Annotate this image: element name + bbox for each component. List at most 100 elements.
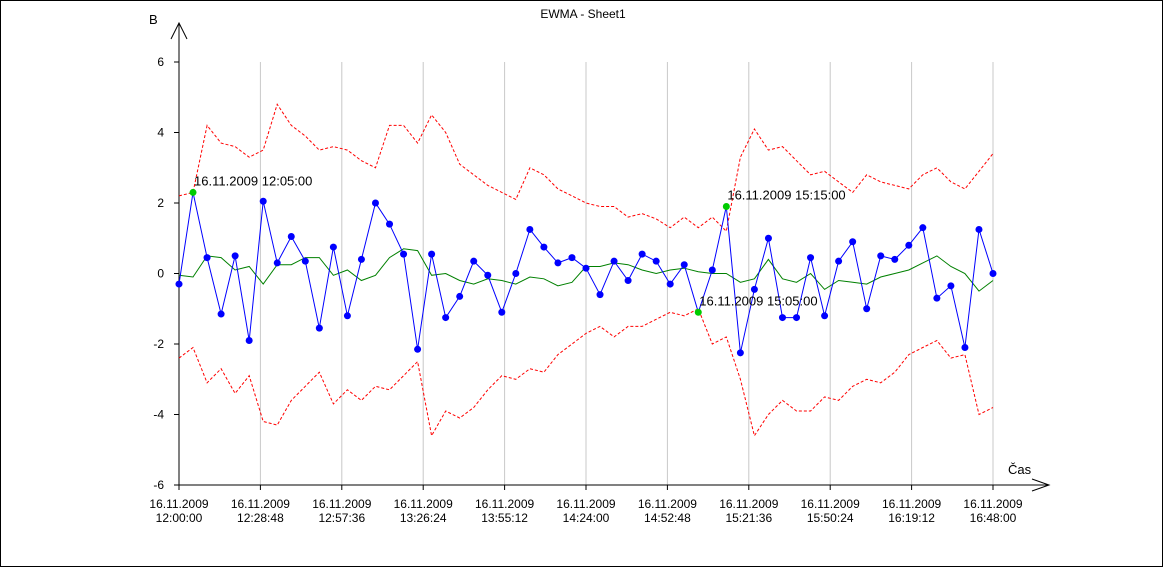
- x-tick-label-date: 16.11.2009: [149, 497, 208, 511]
- highlighted-point: [694, 308, 702, 316]
- data-point: [259, 197, 267, 205]
- data-point: [217, 310, 225, 318]
- data-point: [849, 238, 857, 246]
- point-annotation: 16.11.2009 15:05:00: [699, 293, 817, 308]
- data-point: [961, 344, 969, 352]
- data-point: [863, 305, 871, 313]
- data-point: [400, 250, 408, 258]
- y-tick-label: -4: [153, 408, 164, 422]
- data-point: [386, 220, 394, 228]
- data-point: [736, 349, 744, 357]
- data-point: [343, 312, 351, 320]
- data-point: [989, 270, 997, 277]
- data-point: [554, 259, 562, 267]
- chart-title: EWMA - Sheet1: [540, 7, 626, 21]
- data-point: [175, 280, 183, 288]
- data-point: [877, 252, 885, 260]
- x-axis-arrow: [1031, 478, 1051, 492]
- y-tick-label: 0: [157, 267, 164, 281]
- data-point: [442, 314, 450, 322]
- data-point: [905, 241, 913, 249]
- y-tick-label: -2: [153, 337, 164, 351]
- x-tick-label-time: 15:21:36: [725, 511, 772, 525]
- x-tick-label-time: 14:52:48: [644, 511, 691, 525]
- x-tick-label-date: 16.11.2009: [882, 497, 941, 511]
- data-point: [666, 280, 674, 288]
- data-point: [371, 199, 379, 207]
- x-tick-label-date: 16.11.2009: [231, 497, 290, 511]
- data-point: [512, 270, 520, 277]
- y-tick-label: 2: [157, 196, 164, 210]
- data-point: [526, 225, 534, 233]
- data-point: [428, 250, 436, 258]
- data-point: [596, 291, 604, 299]
- x-tick-label-date: 16.11.2009: [801, 497, 860, 511]
- data-point: [315, 324, 323, 332]
- x-axis-label: Čas: [1008, 462, 1032, 477]
- data-point: [750, 285, 758, 293]
- data-point: [793, 314, 801, 322]
- labels-layer: 16.11.2009 12:05:00 16.11.2009 15:05:00 16…: [194, 173, 846, 308]
- y-axis-arrow: [170, 21, 188, 40]
- highlighted-point: [189, 188, 197, 196]
- x-tick-label-time: 13:55:12: [481, 511, 528, 525]
- data-point: [891, 255, 899, 263]
- data-point: [329, 243, 337, 251]
- point-annotation: 16.11.2009 15:15:00: [727, 188, 845, 203]
- x-tick-label-time: 12:57:36: [318, 511, 365, 525]
- x-tick-label-time: 12:00:00: [156, 511, 203, 525]
- data-point: [301, 257, 309, 265]
- data-point: [540, 243, 548, 251]
- data-point: [203, 254, 211, 262]
- data-point: [231, 252, 239, 260]
- gridlines: [259, 62, 994, 485]
- data-point: [807, 254, 815, 262]
- data-point: [484, 271, 492, 279]
- data-point: [498, 308, 506, 316]
- data-point: [470, 257, 478, 265]
- data-point: [708, 266, 716, 274]
- data-point: [273, 259, 281, 267]
- y-tick-label: 4: [157, 126, 164, 140]
- data-point: [652, 257, 660, 265]
- x-tick-label-time: 16:19:12: [888, 511, 935, 525]
- markers-layer: [175, 188, 997, 357]
- x-tick-label-time: 12:28:48: [237, 511, 284, 525]
- series-line-2: [178, 103, 994, 233]
- x-tick-label-date: 16.11.2009: [556, 497, 615, 511]
- axes: 6420-2-4-616.11.200912:00:0016.11.200912…: [149, 21, 1051, 525]
- data-point: [568, 254, 576, 262]
- data-point: [287, 232, 295, 240]
- data-point: [680, 261, 688, 269]
- data-point: [357, 255, 365, 263]
- x-tick-label-date: 16.11.2009: [312, 497, 371, 511]
- data-point: [582, 264, 590, 272]
- x-tick-label-date: 16.11.2009: [475, 497, 534, 511]
- data-point: [764, 234, 772, 242]
- point-annotation: 16.11.2009 12:05:00: [194, 173, 312, 188]
- x-tick-label-date: 16.11.2009: [719, 497, 778, 511]
- x-tick-label-time: 13:26:24: [400, 511, 447, 525]
- data-point: [610, 257, 618, 265]
- y-axis-label: B: [149, 12, 158, 27]
- data-point: [835, 257, 843, 265]
- data-point: [414, 345, 422, 353]
- data-point: [919, 224, 927, 232]
- x-tick-label-time: 15:50:24: [807, 511, 854, 525]
- data-point: [933, 294, 941, 302]
- data-point: [638, 250, 646, 258]
- data-point: [975, 225, 983, 233]
- series-line-3: [178, 308, 994, 438]
- highlighted-point: [722, 203, 730, 211]
- data-point: [821, 312, 829, 320]
- y-tick-label: 6: [157, 55, 164, 69]
- x-tick-label-date: 16.11.2009: [394, 497, 453, 511]
- x-tick-label-time: 16:48:00: [970, 511, 1017, 525]
- data-point: [778, 314, 786, 322]
- data-point: [947, 282, 955, 290]
- series-layer: [178, 103, 994, 438]
- data-point: [245, 336, 253, 344]
- data-point: [624, 277, 632, 285]
